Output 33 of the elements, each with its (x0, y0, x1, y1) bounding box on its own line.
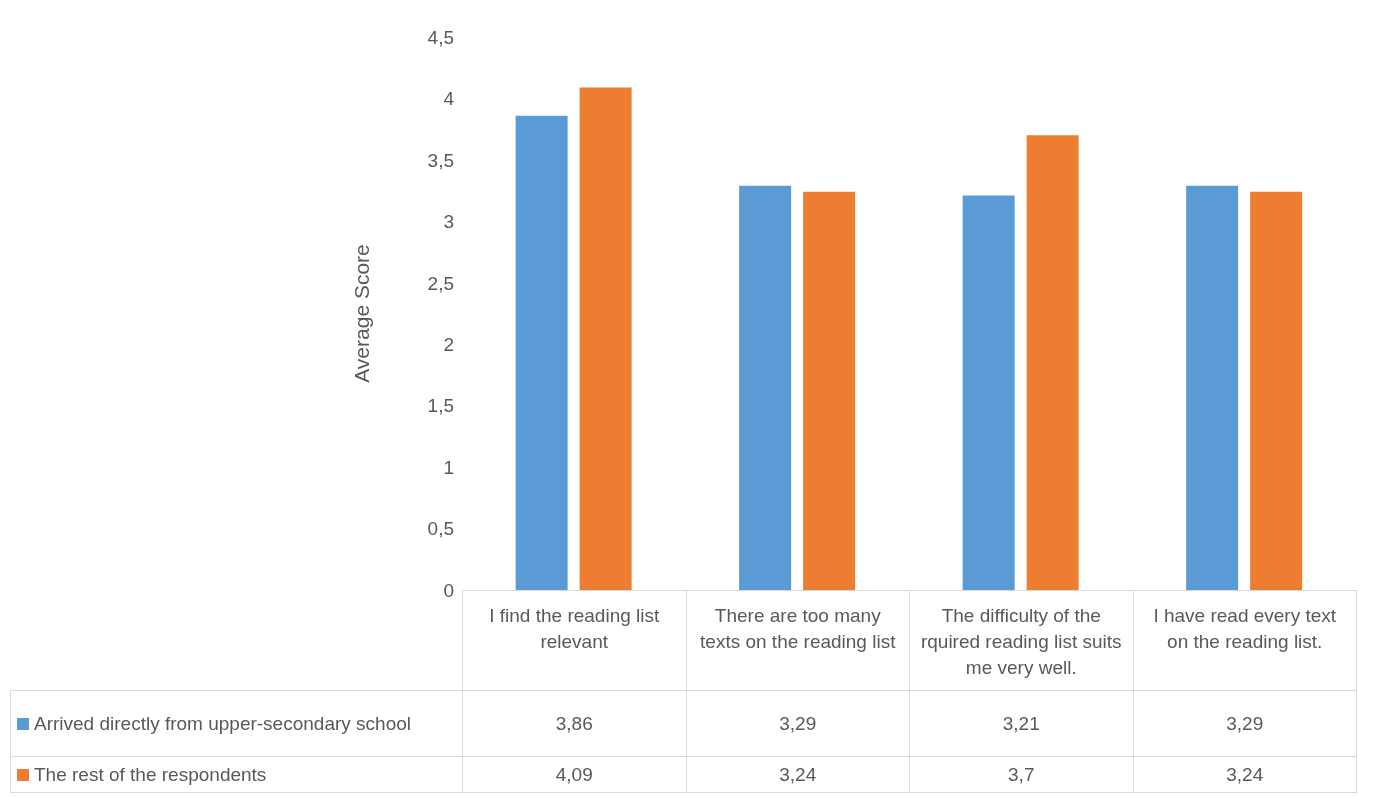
x-tick-label: I have read every text on the reading list. (1133, 590, 1357, 691)
bar (962, 195, 1015, 590)
data-label: 3,24 (1133, 756, 1357, 793)
data-label: 3,86 (462, 690, 686, 757)
bar (803, 191, 856, 590)
bar (1186, 185, 1239, 590)
legend-label: The rest of the respondents (10, 756, 463, 793)
y-tick-label: 3 (443, 211, 454, 233)
bar (515, 115, 568, 590)
data-label: 3,29 (686, 690, 910, 757)
y-tick-label: 4,5 (427, 26, 454, 48)
y-tick-label: 0 (443, 579, 454, 601)
data-label: 3,7 (909, 756, 1133, 793)
x-tick-label: The difficulty of the rquired reading list suits me very well. (909, 590, 1133, 691)
data-label: 3,21 (909, 690, 1133, 757)
bar (1250, 191, 1303, 590)
bar (1026, 135, 1079, 590)
y-axis-title: Average Score (350, 244, 374, 383)
x-tick-label: There are too many texts on the reading list (686, 590, 910, 691)
data-label: 3,29 (1133, 690, 1357, 757)
y-tick-label: 2,5 (427, 272, 454, 294)
x-tick-label: I find the reading list relevant (462, 590, 686, 691)
data-label: 3,24 (686, 756, 910, 793)
y-tick-label: 0,5 (427, 518, 454, 540)
y-tick-label: 3,5 (427, 149, 454, 171)
y-tick-label: 4 (443, 88, 455, 110)
y-tick-label: 1,5 (427, 395, 454, 417)
y-tick-label: 2 (443, 333, 454, 355)
bar (739, 185, 792, 590)
legend-label: Arrived directly from upper-secondary school (10, 690, 463, 757)
data-label: 4,09 (462, 756, 686, 793)
y-tick-label: 1 (443, 456, 454, 478)
bar (579, 87, 632, 590)
